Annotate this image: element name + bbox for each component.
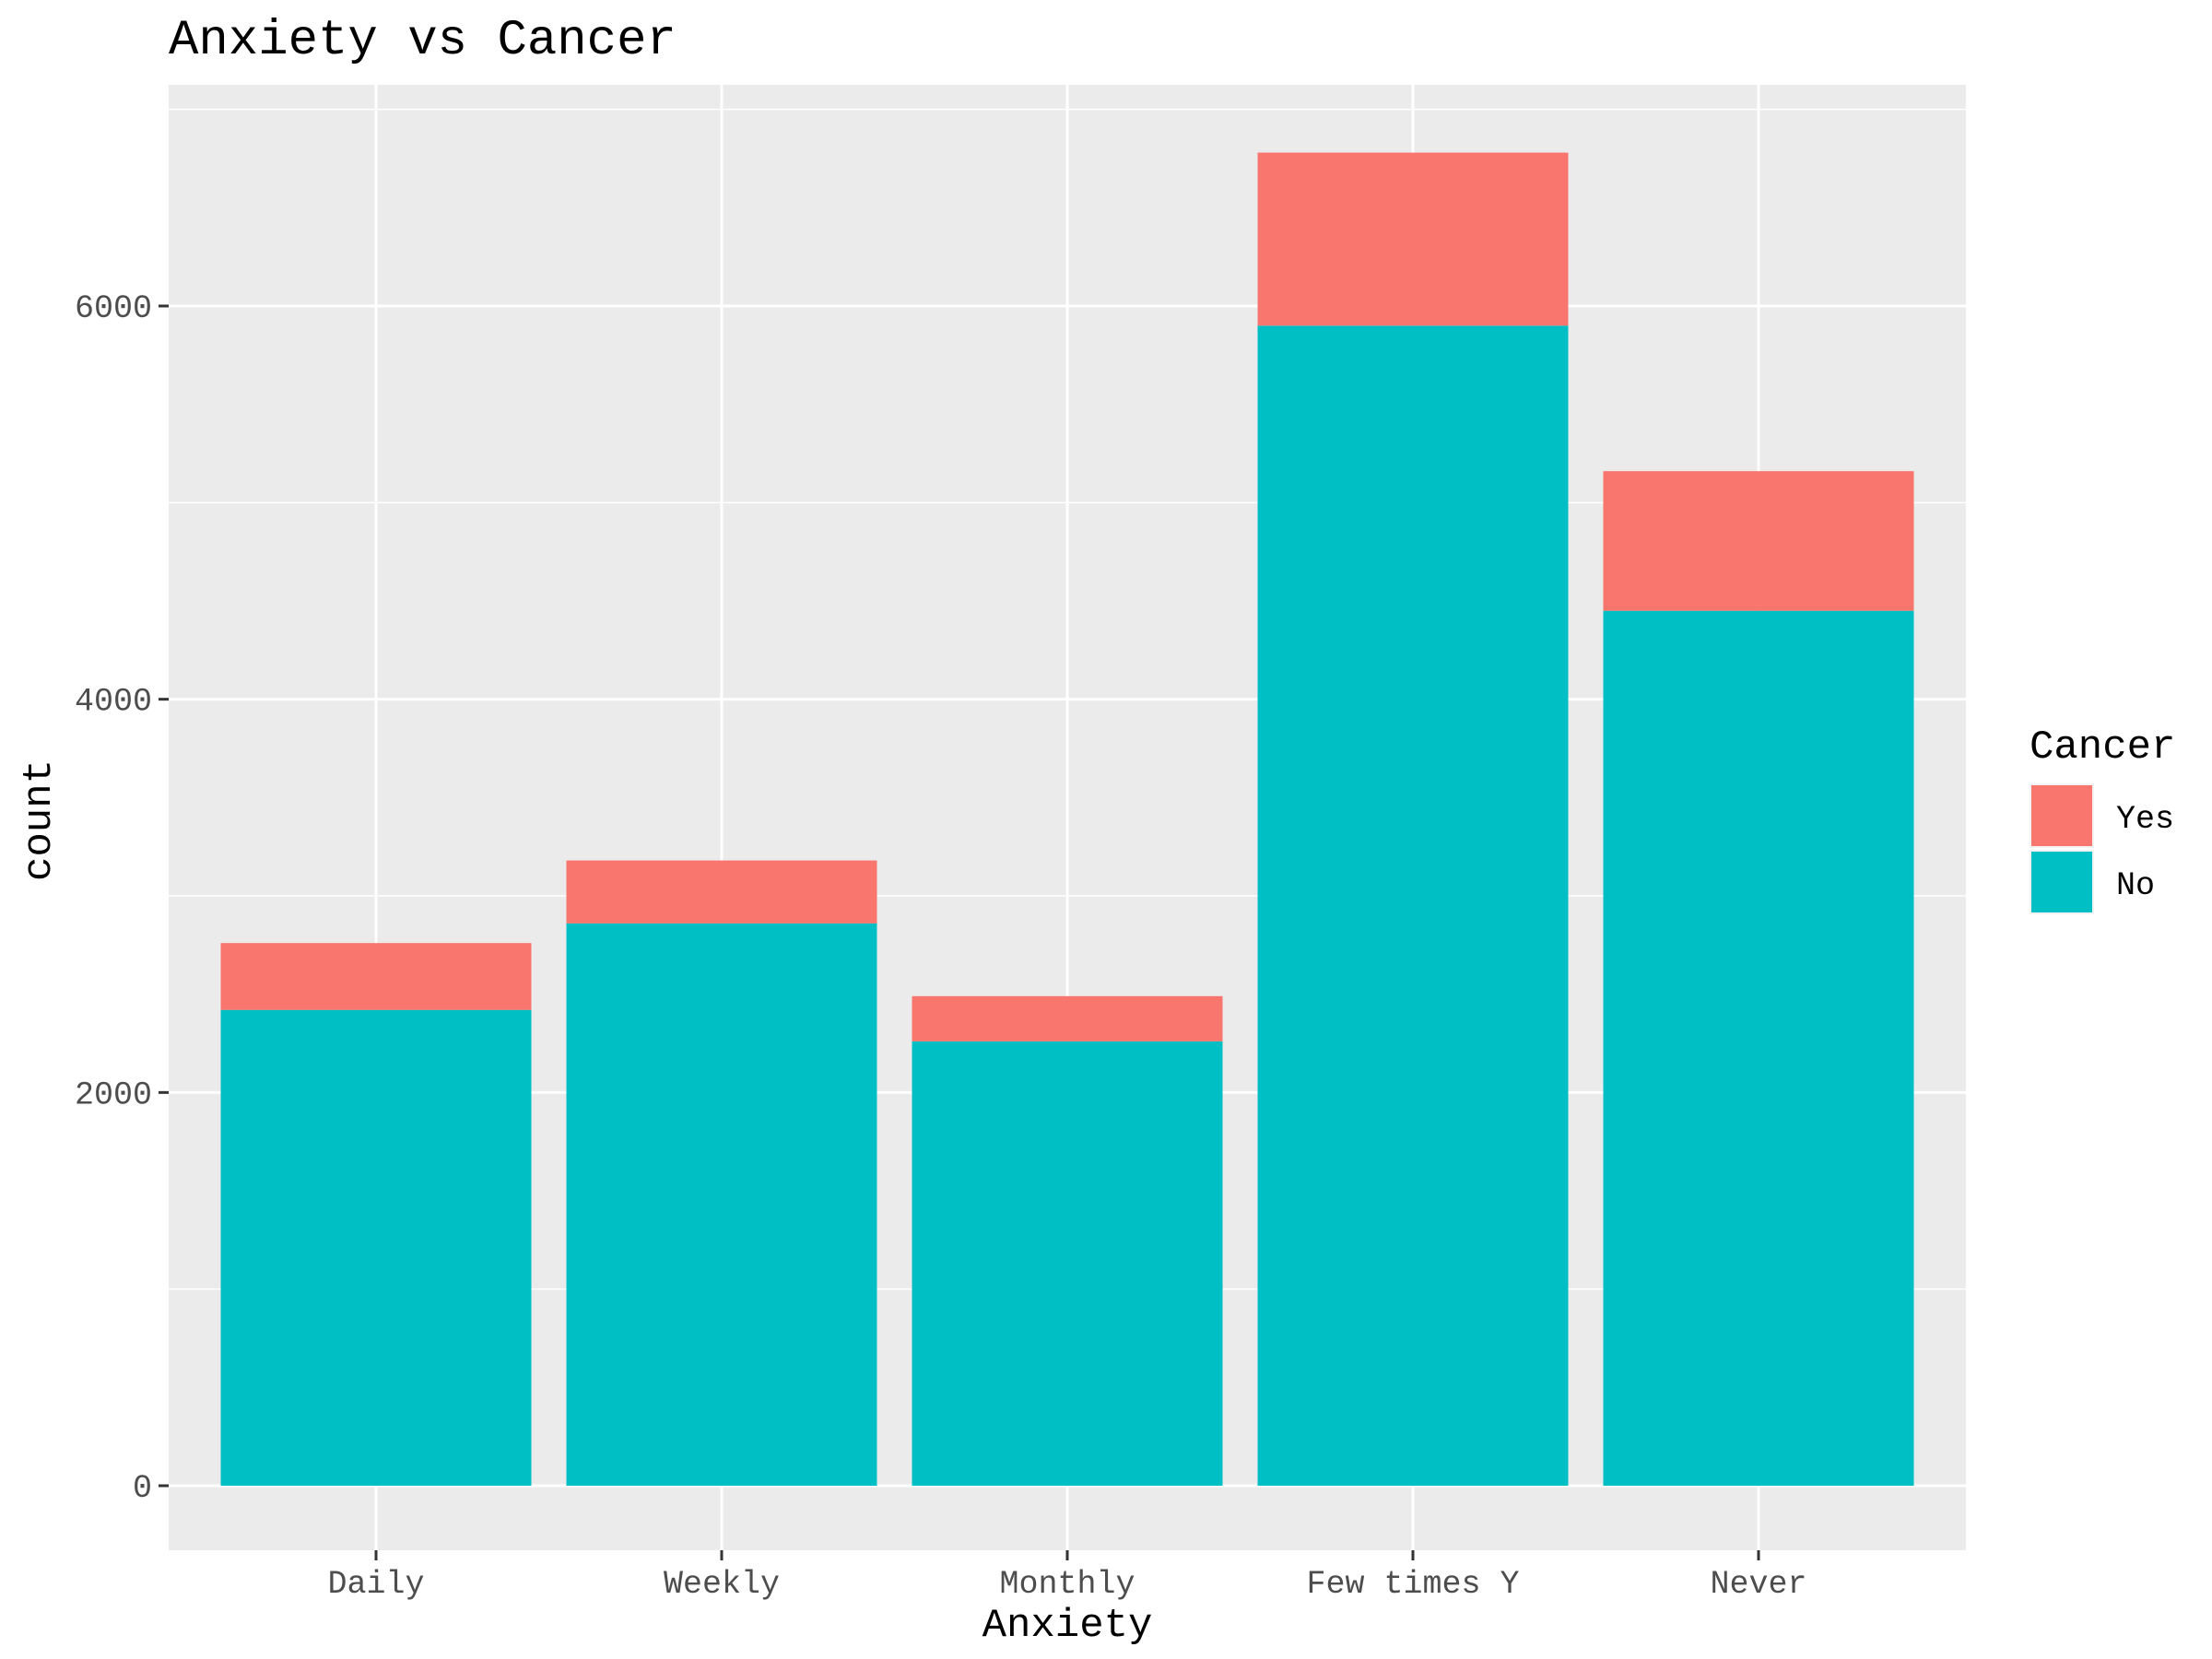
legend-title: Cancer xyxy=(2030,724,2175,771)
bar-yes-never xyxy=(1603,471,1914,611)
legend-swatch-no xyxy=(2031,852,2092,912)
y-tick-label: 0 xyxy=(133,1470,152,1507)
legend-label-yes: Yes xyxy=(2116,801,2174,838)
x-tick-label: Never xyxy=(1710,1566,1806,1603)
bar-no-weekly xyxy=(566,923,877,1486)
x-tick-label: Weekly xyxy=(664,1566,780,1603)
y-axis-label: count xyxy=(17,759,63,881)
legend: Cancer Yes No xyxy=(2030,724,2175,914)
bar-yes-few-times-y xyxy=(1257,152,1569,326)
x-tick-label: Monthly xyxy=(999,1566,1135,1603)
bar-no-never xyxy=(1603,610,1914,1486)
bar-no-few-times-y xyxy=(1257,325,1569,1486)
chart-title: Anxiety vs Cancer xyxy=(169,13,677,69)
x-tick-label: Few times Y xyxy=(1306,1566,1519,1603)
bar-yes-daily xyxy=(220,943,532,1010)
y-tick-label: 2000 xyxy=(75,1077,152,1113)
x-axis-label: Anxiety xyxy=(982,1603,1153,1649)
axes: 0 2000 4000 6000 Daily Weekly Monthly Few times… xyxy=(75,290,1807,1603)
bar-yes-weekly xyxy=(566,860,877,924)
y-tick-label: 6000 xyxy=(75,290,152,327)
bars xyxy=(220,152,1914,1486)
bar-no-daily xyxy=(220,1009,532,1486)
legend-label-no: No xyxy=(2116,867,2155,904)
legend-swatch-yes xyxy=(2031,785,2092,846)
x-tick-label: Daily xyxy=(327,1566,424,1603)
bar-yes-monthly xyxy=(912,995,1223,1041)
bar-no-monthly xyxy=(912,1041,1223,1486)
y-tick-label: 4000 xyxy=(75,684,152,721)
